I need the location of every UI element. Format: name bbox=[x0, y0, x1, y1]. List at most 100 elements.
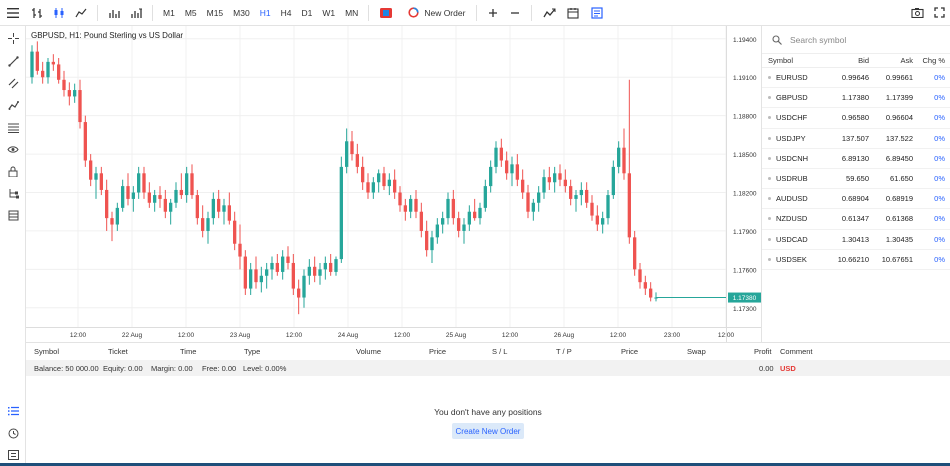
search-input[interactable] bbox=[790, 34, 930, 45]
watchlist-row[interactable]: EURUSD 0.99646 0.99661 0% bbox=[762, 68, 950, 89]
watchlist-row[interactable]: NZDUSD 0.61347 0.61368 0% bbox=[762, 209, 950, 230]
y-tick-label: 1.19400 bbox=[733, 37, 757, 44]
col-volume[interactable]: Volume bbox=[356, 347, 382, 356]
watchlist-row[interactable]: USDSEK 10.66210 10.67651 0% bbox=[762, 250, 950, 270]
timeframe-d1[interactable]: D1 bbox=[301, 7, 313, 18]
timeframe-m5[interactable]: M5 bbox=[184, 7, 197, 18]
candle-body bbox=[249, 269, 253, 289]
screenshot-icon[interactable] bbox=[906, 0, 928, 26]
bar-chart-type-icon[interactable] bbox=[26, 0, 48, 26]
col-type[interactable]: Type bbox=[244, 347, 261, 356]
fibonacci-icon[interactable] bbox=[0, 116, 26, 138]
watchlist-row[interactable]: USDCNH 6.89130 6.89450 0% bbox=[762, 149, 950, 169]
col-symbol[interactable]: Symbol bbox=[768, 56, 794, 65]
new-order-button[interactable]: New Order bbox=[374, 7, 471, 18]
timeframe-m30[interactable]: M30 bbox=[233, 7, 250, 18]
watchlist-row[interactable]: USDJPY 137.507 137.522 0% bbox=[762, 129, 950, 149]
col-price[interactable]: Price bbox=[429, 347, 447, 356]
polyline-icon[interactable] bbox=[0, 94, 26, 116]
candle-body bbox=[243, 256, 247, 289]
price-chart[interactable]: 1.19400 1.19100 1.18800 1.18500 1.18200 1.179… bbox=[26, 26, 761, 342]
watchlist-row[interactable]: USDRUB 59.650 61.650 0% bbox=[762, 169, 950, 190]
symbol-cell: EURUSD bbox=[762, 73, 824, 82]
candlestick-chart[interactable]: 1.19400 1.19100 1.18800 1.18500 1.18200 1.179… bbox=[26, 26, 761, 342]
account-summary: Balance: 50 000.00 Equity: 0.00 Margin: … bbox=[26, 360, 950, 376]
candle-body bbox=[606, 195, 610, 219]
volume-bars-icon[interactable] bbox=[103, 0, 125, 26]
line-chart-type-icon[interactable] bbox=[70, 0, 92, 26]
zoom-in-icon[interactable] bbox=[482, 0, 504, 26]
timeframe-m15[interactable]: M15 bbox=[206, 7, 224, 18]
col-sl[interactable]: S / L bbox=[492, 347, 508, 356]
candle-body bbox=[494, 147, 498, 167]
candle-body bbox=[617, 147, 621, 167]
timeframe-h4[interactable]: H4 bbox=[280, 7, 292, 18]
indicators-icon[interactable] bbox=[537, 0, 561, 26]
candle-body bbox=[163, 198, 167, 212]
lock-icon[interactable] bbox=[0, 160, 26, 182]
bid-cell: 1.17380 bbox=[841, 93, 869, 103]
candle-body bbox=[643, 282, 647, 289]
candle-body bbox=[222, 205, 226, 212]
col-ask[interactable]: Ask bbox=[900, 56, 913, 65]
candle-body bbox=[131, 192, 135, 199]
col-comment[interactable]: Comment bbox=[780, 347, 813, 356]
watchlist-row[interactable]: USDCHF 0.96580 0.96604 0% bbox=[762, 108, 950, 129]
templates-icon[interactable] bbox=[585, 0, 609, 26]
journal-icon[interactable] bbox=[0, 444, 26, 466]
toolbar-divider bbox=[476, 4, 478, 21]
layers-icon[interactable] bbox=[0, 204, 26, 226]
calendar-icon[interactable] bbox=[561, 0, 585, 26]
margin-level-value: Level: 0.00% bbox=[243, 363, 287, 373]
candle-body bbox=[441, 218, 445, 225]
candlestick-chart-type-icon[interactable] bbox=[48, 0, 70, 26]
menu-icon[interactable] bbox=[0, 0, 26, 26]
fullscreen-icon[interactable] bbox=[928, 0, 950, 26]
col-swap[interactable]: Swap bbox=[687, 347, 706, 356]
col-ticket[interactable]: Ticket bbox=[108, 347, 128, 356]
symbol-search[interactable] bbox=[762, 26, 950, 54]
candle-body bbox=[57, 64, 61, 80]
candle-body bbox=[158, 195, 162, 199]
channel-icon[interactable] bbox=[0, 72, 26, 94]
ask-cell: 0.61368 bbox=[885, 214, 913, 224]
object-tree-icon[interactable] bbox=[0, 182, 26, 204]
col-time[interactable]: Time bbox=[180, 347, 197, 356]
timeframe-w1[interactable]: W1 bbox=[322, 7, 336, 18]
candle-body bbox=[526, 192, 530, 212]
indicators-bars-icon[interactable] bbox=[125, 0, 147, 26]
x-tick-label: 24 Aug bbox=[338, 332, 359, 339]
history-clock-icon[interactable] bbox=[0, 422, 26, 444]
timeframe-mn[interactable]: MN bbox=[345, 7, 359, 18]
col-chg[interactable]: Chg % bbox=[922, 56, 945, 65]
zoom-out-icon[interactable] bbox=[504, 0, 526, 26]
candle-body bbox=[126, 186, 130, 199]
timeframe-h1[interactable]: H1 bbox=[259, 7, 271, 18]
col-profit[interactable]: Profit bbox=[754, 347, 772, 356]
ask-cell: 0.96604 bbox=[885, 113, 913, 123]
visibility-eye-icon[interactable] bbox=[0, 138, 26, 160]
candle-body bbox=[233, 220, 237, 244]
crosshair-icon[interactable] bbox=[0, 26, 26, 50]
watchlist-row[interactable]: GBPUSD 1.17380 1.17399 0% bbox=[762, 88, 950, 109]
status-dot bbox=[768, 217, 771, 221]
trend-line-icon[interactable] bbox=[0, 50, 26, 72]
candle-body bbox=[259, 275, 263, 283]
watchlist-row[interactable]: AUDUSD 0.68904 0.68919 0% bbox=[762, 189, 950, 210]
col-symbol[interactable]: Symbol bbox=[34, 347, 60, 356]
col-tp[interactable]: T / P bbox=[556, 347, 572, 356]
col-price-current[interactable]: Price bbox=[621, 347, 639, 356]
positions-list-icon[interactable] bbox=[0, 400, 26, 422]
create-new-order-button[interactable]: Create New Order bbox=[452, 423, 524, 439]
x-tick-label: 12:00 bbox=[394, 332, 411, 339]
timeframe-m1[interactable]: M1 bbox=[163, 7, 175, 18]
positions-panel: Symbol Ticket Time Type Volume Price S /… bbox=[26, 342, 950, 466]
toolbar-divider bbox=[97, 4, 98, 21]
drawing-toolbar bbox=[0, 26, 26, 466]
candle-body bbox=[585, 189, 589, 203]
candle-body bbox=[41, 70, 45, 78]
symbol-cell: AUDUSD bbox=[762, 194, 824, 203]
watchlist-row[interactable]: USDCAD 1.30413 1.30435 0% bbox=[762, 230, 950, 250]
col-bid[interactable]: Bid bbox=[858, 56, 869, 65]
candle-body bbox=[579, 189, 583, 196]
